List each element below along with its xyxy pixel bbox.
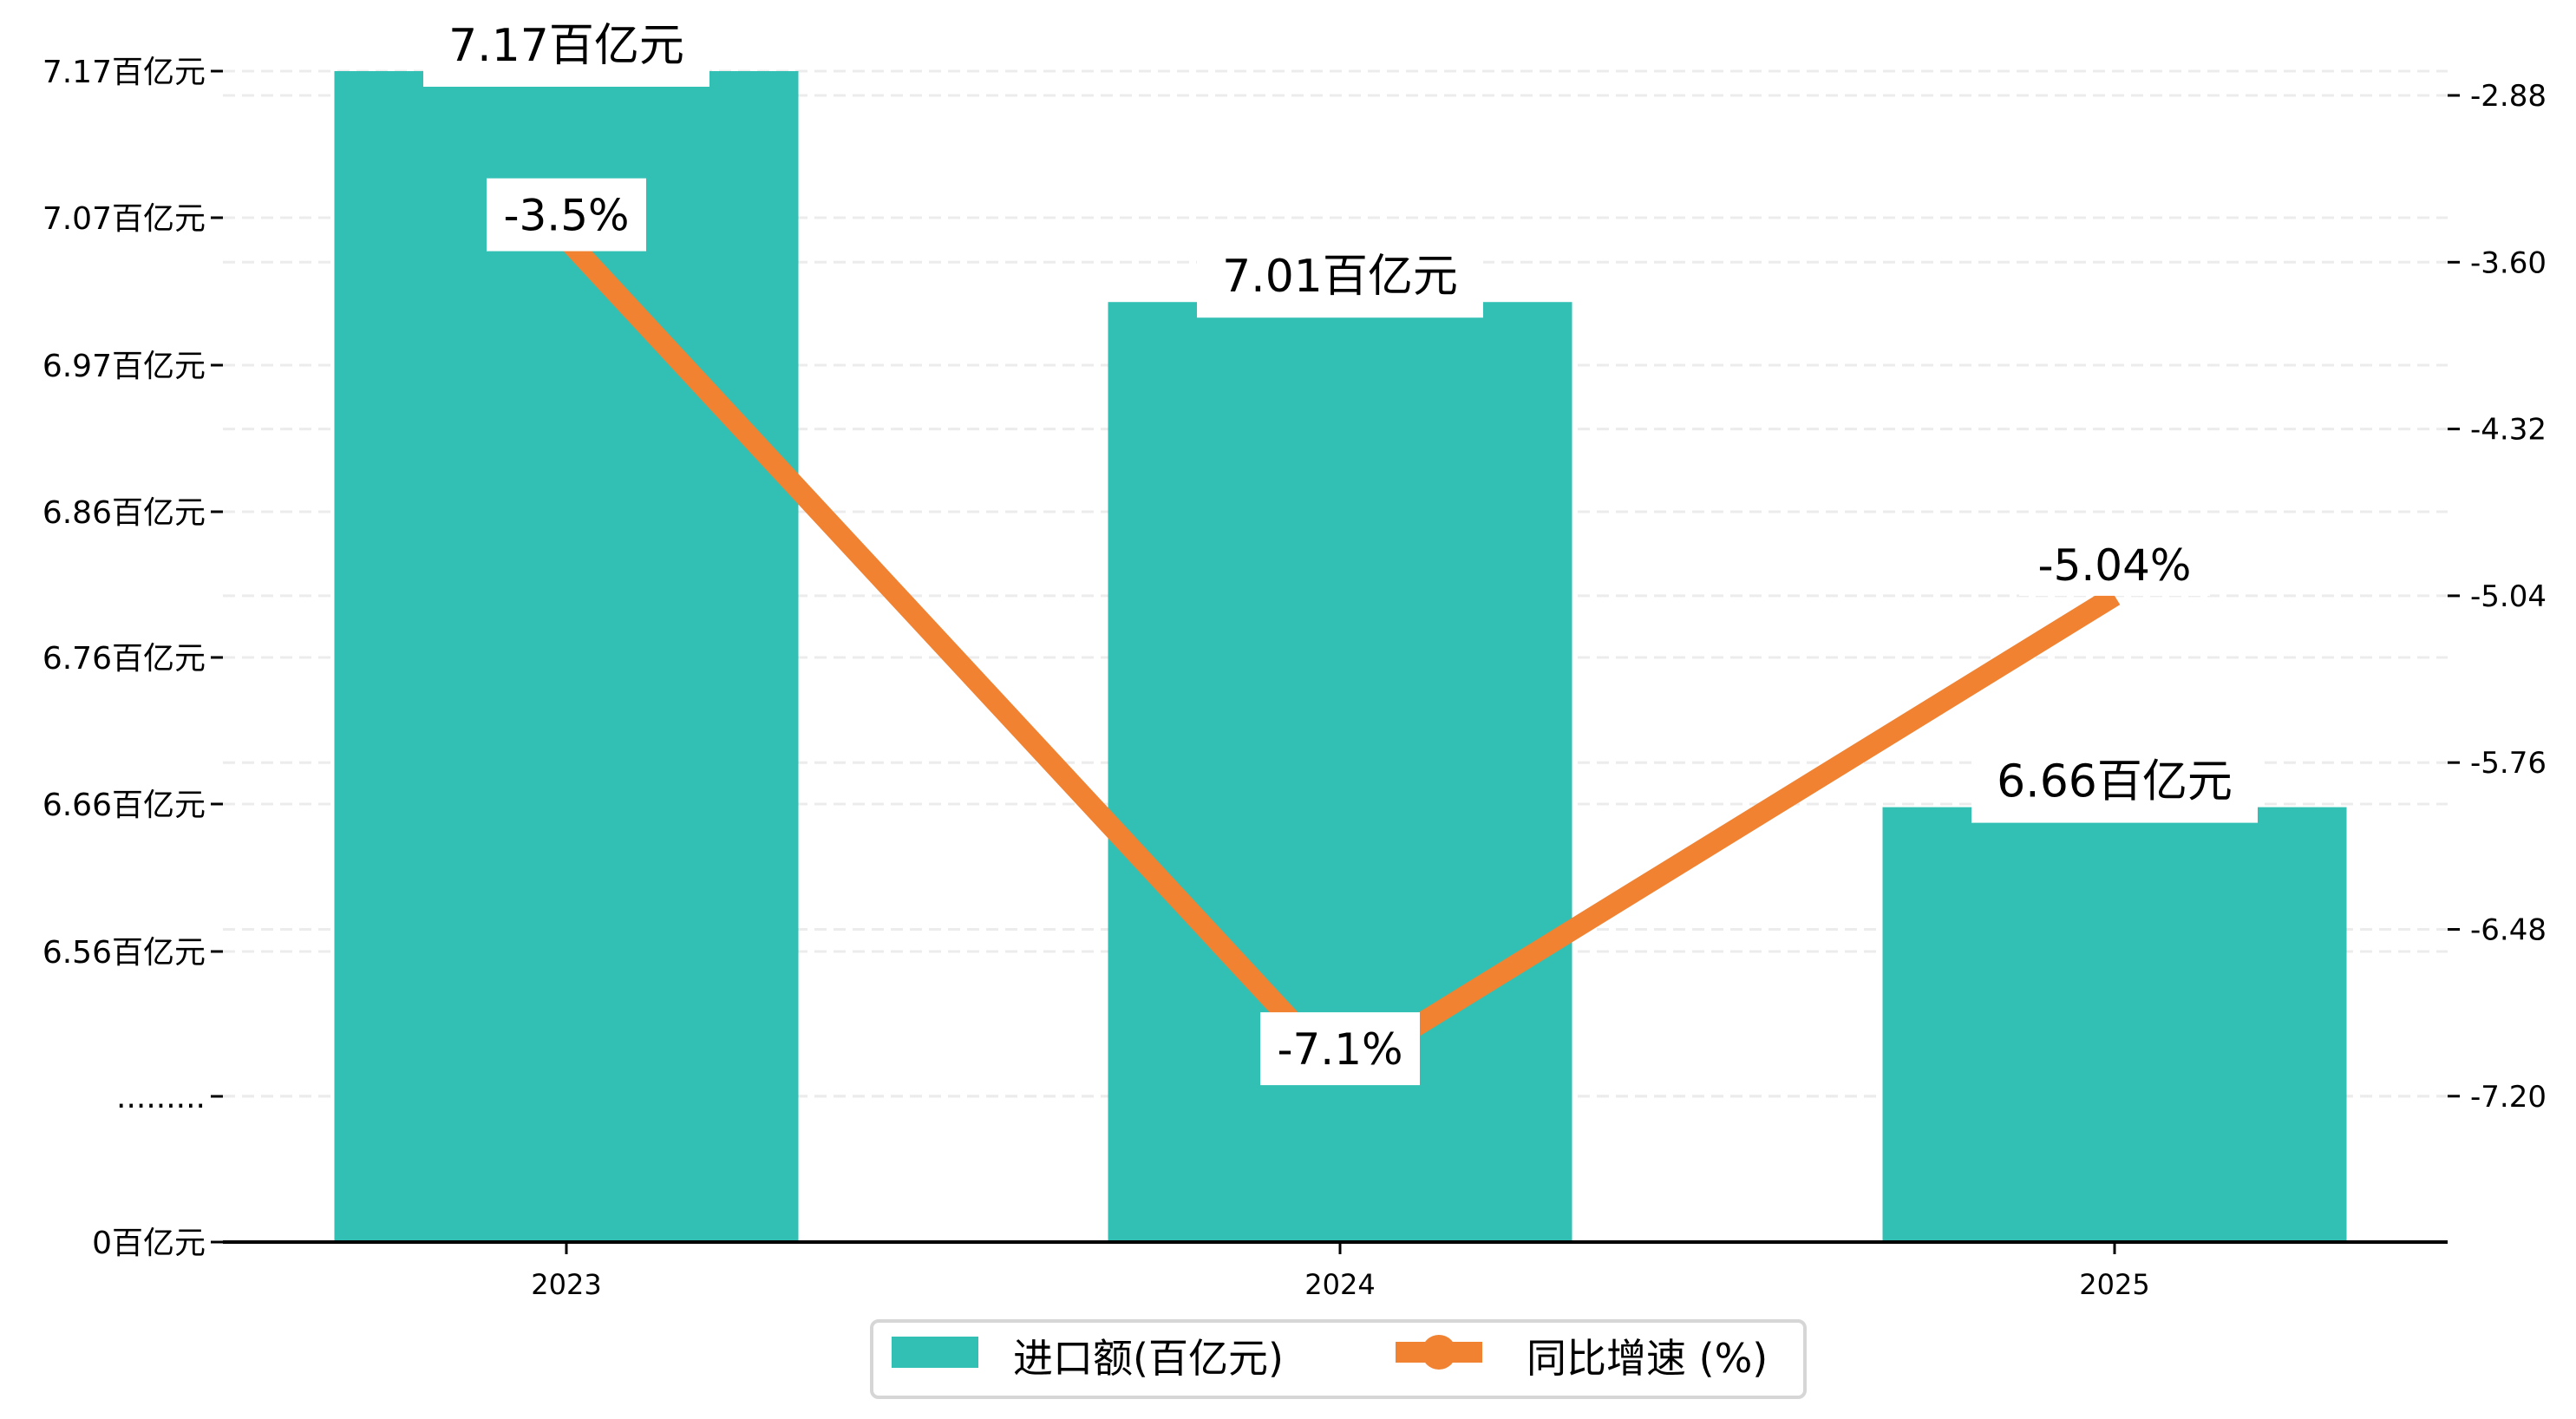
left-tick-label: 7.07百亿元 (42, 201, 206, 237)
line-label-bg (1260, 1012, 1420, 1086)
line-value-label: -7.1% (1277, 1024, 1402, 1075)
left-tick-label: 6.86百亿元 (42, 495, 206, 531)
right-tick-label: -6.48 (2470, 913, 2547, 948)
legend-box (870, 1319, 1807, 1399)
right-tick-label: -5.76 (2470, 746, 2547, 781)
legend-label-bar: 进口额(百亿元) (1013, 1335, 1284, 1382)
line-label-bg (487, 178, 646, 252)
bar-label-bg (1197, 239, 1483, 318)
left-tick-label: 0百亿元 (92, 1226, 206, 1261)
legend-marker-line (1422, 1335, 1456, 1370)
legend-label-line: 同比增速 (%) (1527, 1335, 1768, 1382)
left-tick-label: 6.66百亿元 (42, 788, 206, 823)
bar-label-bg (1971, 744, 2258, 823)
bar-value-label: 6.66百亿元 (1997, 756, 2233, 808)
left-tick-label: 7.17百亿元 (42, 55, 206, 90)
line-value-label: -5.04% (2038, 540, 2192, 591)
right-tick-label: -2.88 (2470, 79, 2547, 114)
x-tick-label: 2023 (531, 1268, 601, 1301)
right-tick-label: -5.04 (2470, 579, 2547, 614)
left-tick-label: 6.97百亿元 (42, 349, 206, 384)
bar-2024 (1108, 302, 1572, 1243)
left-tick-label: ......... (116, 1080, 206, 1115)
right-tick-label: -4.32 (2470, 413, 2547, 448)
left-tick-label: 6.76百亿元 (42, 641, 206, 677)
bar-2023 (334, 71, 799, 1242)
x-tick-label: 2025 (2079, 1268, 2149, 1301)
legend-swatch-bar (892, 1337, 978, 1368)
bar-label-bg (423, 9, 709, 87)
left-tick-label: 6.56百亿元 (42, 935, 206, 971)
x-tick-label: 2024 (1304, 1268, 1375, 1301)
bar-value-label: 7.01百亿元 (1222, 251, 1458, 303)
line-label-bg (2019, 526, 2210, 596)
bar-2025 (1882, 807, 2347, 1242)
right-tick-label: -3.60 (2470, 245, 2547, 280)
right-tick-label: -7.20 (2470, 1080, 2547, 1115)
bar-value-label: 7.17百亿元 (448, 20, 684, 72)
legend: 进口额(百亿元) 同比增速 (%) (870, 1319, 1807, 1399)
line-value-label: -3.5% (503, 191, 629, 241)
